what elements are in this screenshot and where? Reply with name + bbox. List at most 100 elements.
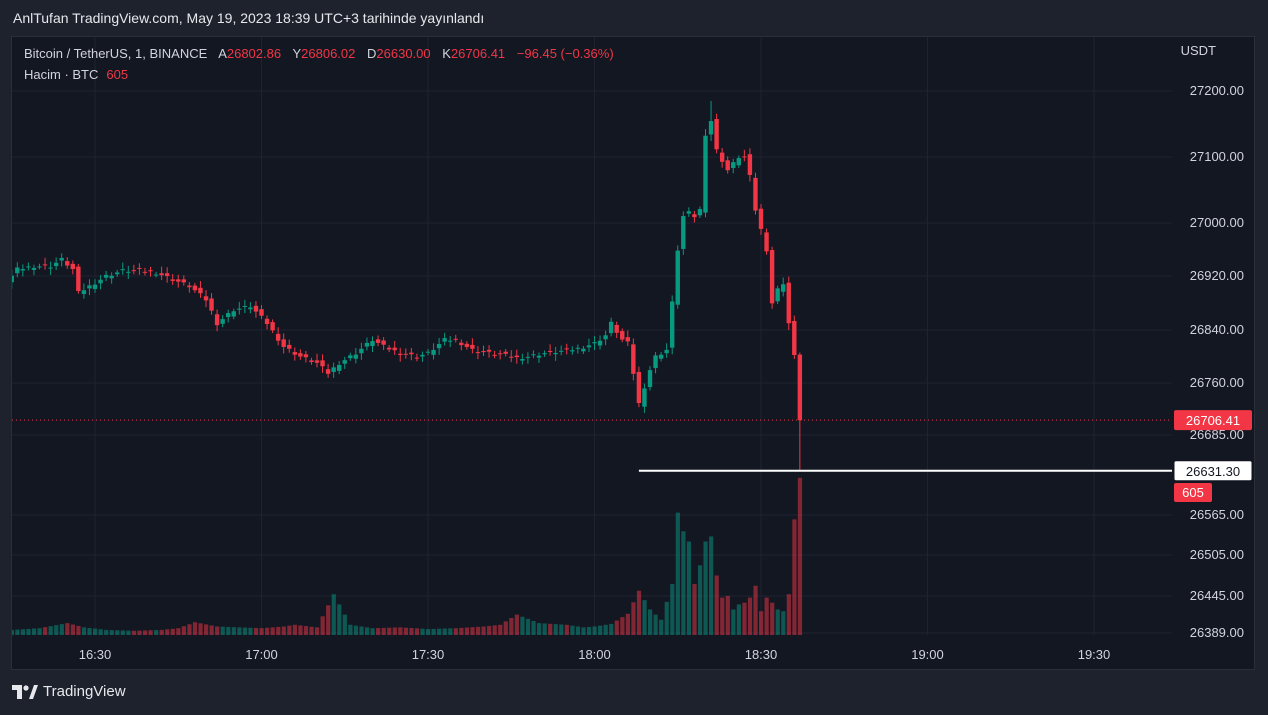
candle-body bbox=[237, 308, 242, 310]
axis-currency[interactable]: USDT bbox=[1180, 43, 1216, 58]
candle-body bbox=[375, 339, 381, 343]
candle-body bbox=[92, 284, 98, 289]
candle-body bbox=[725, 160, 730, 171]
volume-bar bbox=[797, 477, 803, 635]
volume-bar bbox=[292, 624, 297, 635]
volume-bar bbox=[381, 627, 386, 635]
volume-bar bbox=[692, 584, 697, 635]
last-price-badge-text: 26706.41 bbox=[1186, 413, 1240, 428]
candle-body bbox=[431, 349, 436, 355]
volume-bar bbox=[703, 541, 708, 635]
volume-bar bbox=[331, 594, 336, 635]
volume-bar bbox=[276, 626, 281, 635]
volume-bar bbox=[514, 614, 519, 635]
legend-open-value: 26802.86 bbox=[226, 46, 282, 61]
candle-body bbox=[547, 350, 553, 352]
candle-body bbox=[764, 232, 769, 252]
volume-bar bbox=[636, 590, 642, 635]
price-chart[interactable]: 27200.00 27100.00 27000.00 26920.00 26840.00… bbox=[12, 37, 1255, 670]
candle-body bbox=[486, 349, 492, 352]
price-axis-tick: 26920.00 bbox=[1190, 268, 1244, 283]
legend-high-value: 26806.02 bbox=[301, 46, 356, 61]
candle-body bbox=[392, 347, 397, 351]
volume-bar bbox=[259, 628, 264, 635]
volume-bar bbox=[231, 627, 236, 635]
tradingview-brand[interactable]: TradingView bbox=[12, 683, 126, 700]
tradingview-logo-icon bbox=[12, 684, 38, 699]
volume-bar bbox=[681, 531, 686, 635]
volume-bar bbox=[531, 620, 536, 635]
volume-bar bbox=[470, 627, 475, 635]
candle-body bbox=[409, 352, 414, 355]
time-axis-tick: 19:00 bbox=[911, 647, 944, 662]
candle-body bbox=[59, 257, 64, 261]
price-axis-tick: 27000.00 bbox=[1190, 215, 1244, 230]
volume-bar bbox=[697, 565, 703, 635]
candle-body bbox=[81, 290, 87, 295]
volume-bar bbox=[398, 627, 403, 635]
volume-bar bbox=[537, 623, 542, 635]
volume-bar bbox=[426, 629, 431, 635]
candle-body bbox=[658, 354, 664, 359]
volume-bar bbox=[253, 627, 259, 635]
volume-bar bbox=[326, 605, 331, 635]
volume-bar bbox=[226, 626, 231, 635]
candle-body bbox=[26, 266, 31, 268]
legend-low-value: 26630.00 bbox=[376, 46, 431, 61]
candle-body bbox=[359, 348, 364, 354]
volume-bar bbox=[281, 626, 286, 635]
legend-symbol[interactable]: Bitcoin / TetherUS, 1, BINANCE bbox=[24, 46, 208, 61]
volume-bar bbox=[670, 584, 675, 635]
volume-bar bbox=[148, 630, 153, 635]
volume-bar bbox=[170, 628, 175, 635]
volume-legend-label[interactable]: Hacim · BTC bbox=[24, 67, 99, 82]
volume-bar bbox=[492, 625, 497, 635]
time-axis: 16:30 17:00 17:30 18:00 18:30 19:00 19:30 bbox=[79, 647, 1111, 662]
candle-body bbox=[470, 344, 475, 349]
candle-body bbox=[797, 354, 803, 421]
candle-body bbox=[442, 338, 447, 342]
volume-bar bbox=[659, 619, 664, 635]
candle-body bbox=[20, 269, 26, 271]
volume-bar bbox=[736, 604, 741, 635]
price-axis-tick: 27100.00 bbox=[1190, 149, 1244, 164]
candle-body bbox=[542, 353, 547, 355]
volume-bar bbox=[686, 541, 692, 635]
volume-bar bbox=[731, 609, 736, 635]
volume-bar bbox=[54, 625, 59, 635]
volume-bar bbox=[265, 627, 270, 635]
volume-bar bbox=[509, 618, 514, 635]
candle-body bbox=[536, 355, 542, 358]
price-axis-tick: 26685.00 bbox=[1190, 427, 1244, 442]
candle-body bbox=[514, 355, 519, 358]
candle-body bbox=[198, 287, 203, 294]
candle-body bbox=[159, 273, 164, 276]
candle-body bbox=[758, 208, 764, 229]
candle-body bbox=[781, 284, 786, 292]
volume-bar bbox=[403, 627, 408, 635]
volume-bar bbox=[342, 614, 347, 635]
volume-legend: Hacim · BTC 605 bbox=[24, 67, 128, 82]
candle-body bbox=[364, 342, 370, 347]
candle-body bbox=[403, 353, 408, 355]
candle-body bbox=[742, 156, 747, 158]
volume-bar bbox=[764, 597, 769, 635]
candle-body bbox=[12, 275, 14, 283]
volume-bar bbox=[26, 628, 31, 635]
volume-bar bbox=[781, 611, 786, 635]
candle-body bbox=[48, 267, 53, 269]
candle-body bbox=[636, 371, 642, 404]
volume-bar bbox=[586, 626, 592, 635]
candle-body bbox=[620, 331, 625, 340]
candle-body bbox=[425, 351, 431, 353]
candle-body bbox=[398, 353, 403, 356]
volume-legend-value: 605 bbox=[106, 67, 129, 82]
candle-body bbox=[708, 121, 714, 135]
chart-panel[interactable]: 27200.00 27100.00 27000.00 26920.00 26840.00… bbox=[11, 36, 1255, 670]
volume-bar bbox=[204, 624, 209, 635]
candle-body bbox=[631, 344, 636, 374]
volume-bar bbox=[93, 628, 98, 635]
candle-body bbox=[70, 263, 75, 270]
volume-bar bbox=[625, 613, 630, 635]
volume-bar bbox=[481, 626, 486, 635]
